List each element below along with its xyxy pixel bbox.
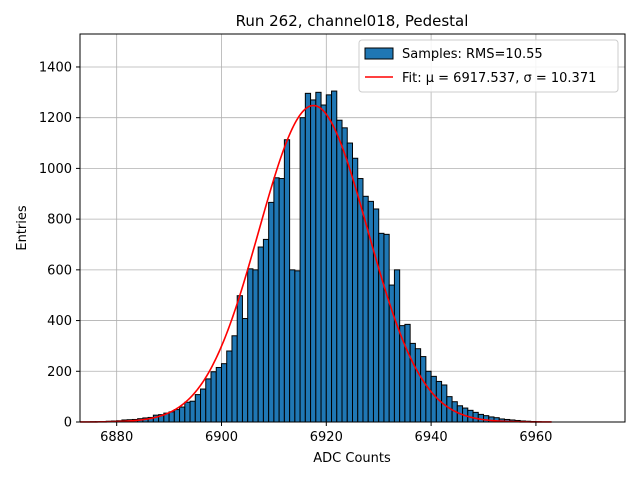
x-axis: 6880 6900 6920 6940 6960: [100, 422, 552, 445]
x-axis-label: ADC Counts: [313, 451, 391, 466]
histogram-bar: [215, 366, 222, 423]
histogram-bar: [220, 363, 228, 423]
histogram-bar: [430, 375, 437, 423]
histogram-bar: [315, 91, 322, 423]
x-tick-label: 6960: [519, 430, 552, 445]
x-tick-label: 6920: [310, 430, 343, 445]
histogram-bar: [262, 238, 270, 423]
legend-swatch-samples: [364, 47, 394, 60]
legend-box: [358, 39, 619, 93]
histogram-bar: [184, 401, 191, 423]
histogram-bar: [352, 157, 359, 423]
y-tick-label: 1000: [39, 162, 72, 177]
histogram-bar: [372, 208, 380, 423]
plot-frame: [79, 33, 626, 423]
histogram-bar: [294, 270, 301, 423]
histogram-bar: [404, 323, 411, 423]
fit-curve: [80, 104, 552, 423]
histogram-bar: [320, 104, 327, 423]
histogram-bar: [341, 127, 348, 423]
histogram-bar: [231, 335, 238, 423]
histogram-bar: [173, 409, 181, 423]
chart-title: Run 262, channel018, Pedestal: [236, 12, 469, 30]
histogram-bar: [425, 370, 432, 423]
y-tick-label: 0: [64, 416, 72, 431]
histogram-bar: [241, 318, 249, 423]
y-tick-label: 400: [47, 314, 72, 329]
y-tick-label: 200: [47, 365, 72, 380]
histogram-bar: [194, 394, 202, 423]
histogram-bar: [325, 94, 333, 423]
x-tick-label: 6940: [415, 430, 448, 445]
histogram-bars: [89, 90, 542, 423]
histogram-bar: [409, 342, 416, 423]
legend-label-fit: Fit: μ = 6917.537, σ = 10.371: [402, 71, 596, 86]
y-tick-label: 1200: [39, 111, 72, 126]
legend: Samples: RMS=10.55 Fit: μ = 6917.537, σ …: [358, 39, 619, 93]
histogram-bar: [278, 178, 285, 423]
y-tick-label: 600: [47, 263, 72, 278]
histogram-bar: [205, 378, 212, 423]
histogram-bar: [247, 268, 254, 423]
x-tick-label: 6900: [205, 430, 238, 445]
histogram-bar: [168, 411, 175, 423]
histogram-bar: [200, 388, 207, 423]
histogram-bar: [310, 99, 317, 423]
y-tick-label: 1400: [39, 60, 72, 75]
histogram-bar: [299, 117, 306, 423]
histogram-bar: [283, 139, 291, 423]
y-axis-label: Entries: [15, 205, 30, 251]
histogram-bar: [252, 269, 259, 423]
y-tick-label: 800: [47, 213, 72, 228]
histogram-bar: [179, 406, 186, 423]
legend-label-samples: Samples: RMS=10.55: [402, 47, 543, 62]
histogram-bar: [189, 400, 196, 423]
histogram-bar: [273, 177, 280, 423]
histogram-bar: [393, 269, 401, 423]
histogram-bar: [304, 92, 312, 423]
histogram-bar: [336, 119, 343, 423]
histogram-bar: [346, 142, 353, 423]
histogram-bar: [378, 232, 385, 423]
histogram-bar: [357, 178, 364, 423]
histogram-bar: [383, 233, 390, 423]
histogram-bar: [414, 348, 422, 423]
histogram-bar: [257, 246, 264, 423]
y-axis: 0 200 400 600 800 1000 1200 1400: [39, 60, 80, 431]
histogram-bar: [483, 415, 490, 423]
histogram-bar: [331, 90, 338, 423]
histogram-bar: [289, 269, 296, 423]
histogram-bar: [268, 201, 275, 423]
histogram-bar: [420, 356, 427, 423]
histogram-bar: [236, 295, 243, 423]
histogram-bar: [210, 371, 217, 423]
x-tick-label: 6880: [100, 430, 133, 445]
histogram-bar: [226, 350, 233, 423]
